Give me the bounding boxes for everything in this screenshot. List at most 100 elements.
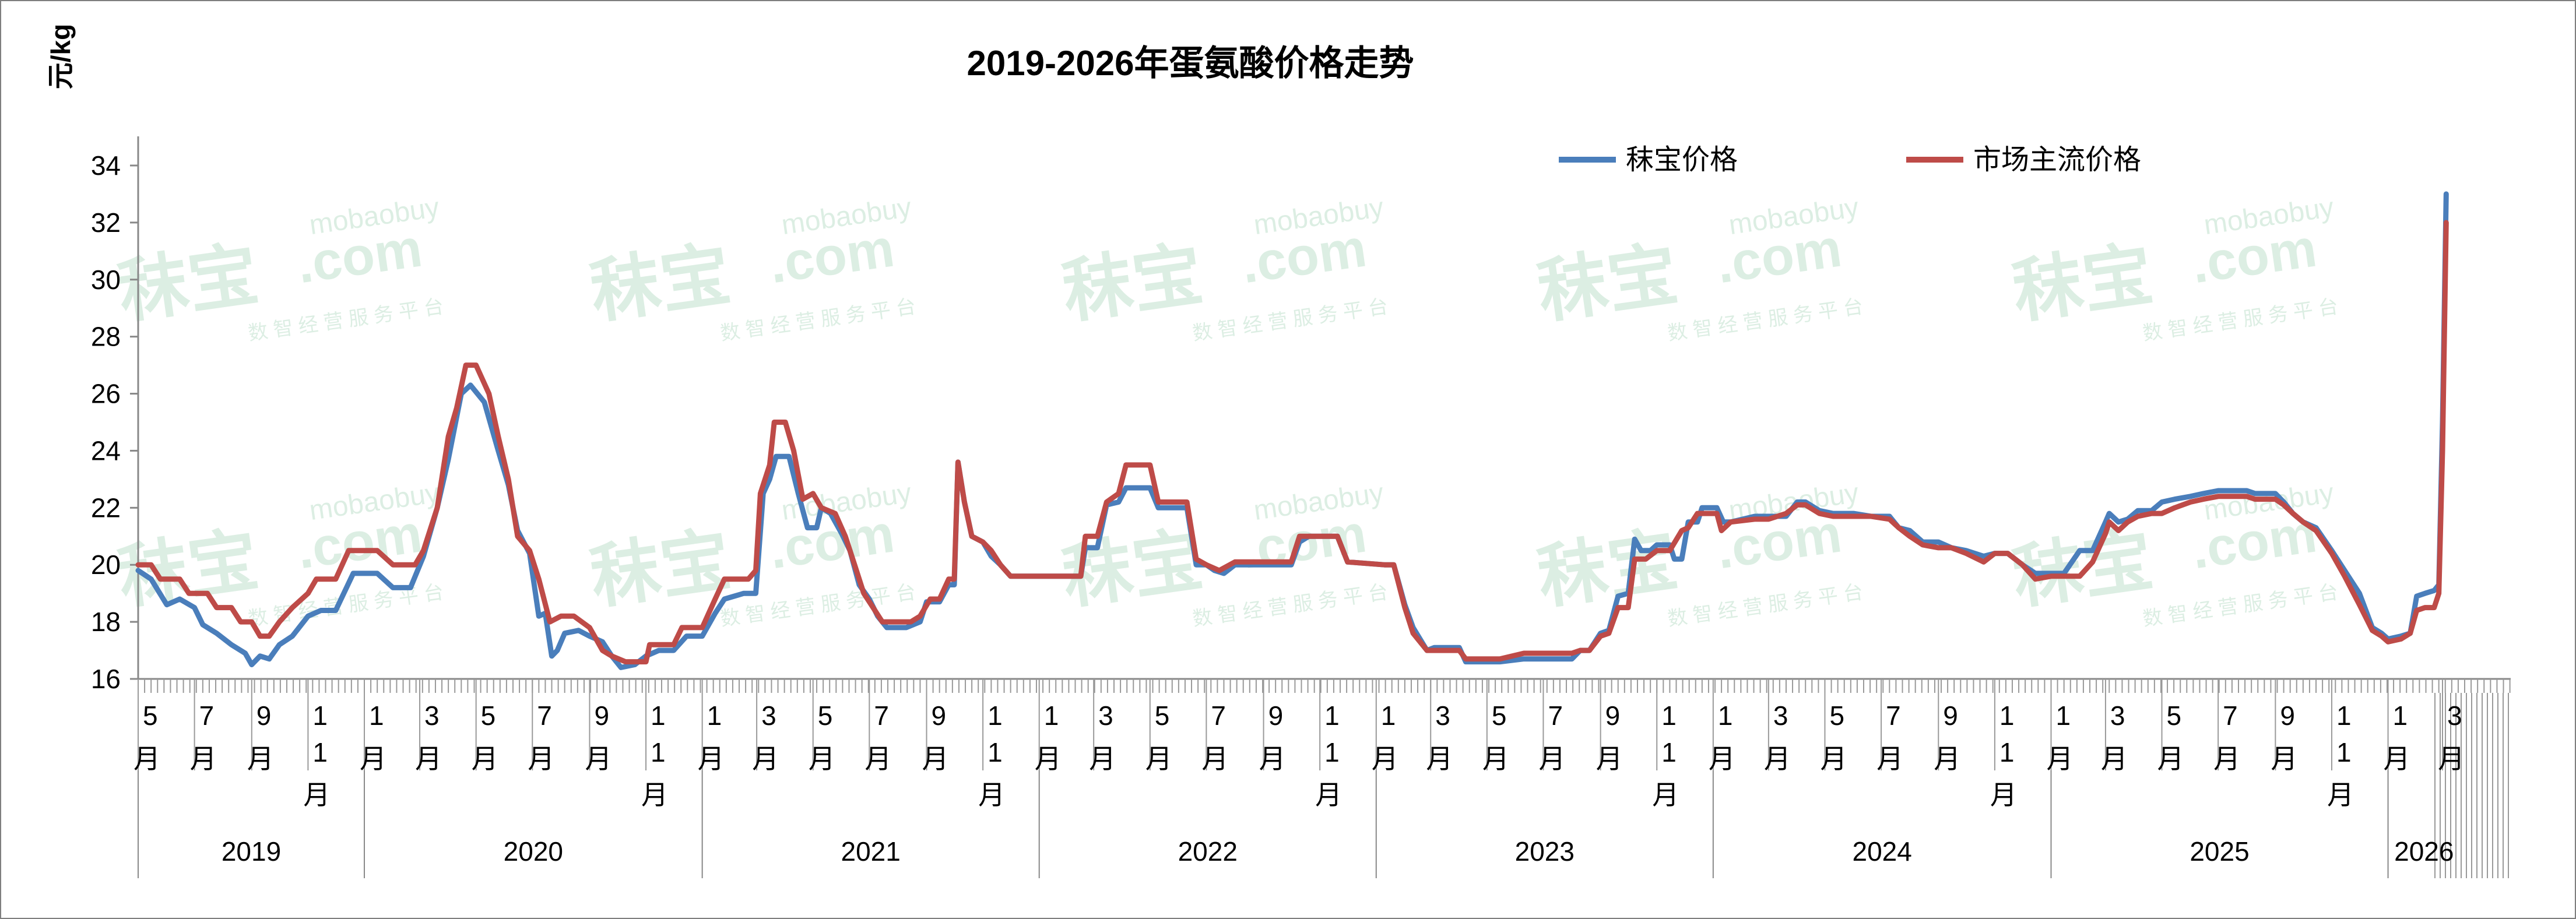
month-tick-label: 7 <box>874 700 889 731</box>
month-char: 月 <box>1426 744 1453 774</box>
month-tick-label: 1 <box>2055 700 2071 731</box>
month-tick-label: 1 <box>1381 700 1396 731</box>
legend-item: 市场主流价格 <box>1906 145 2141 175</box>
month-tick-label: 7 <box>1211 700 1226 731</box>
month-tick-label: 3 <box>424 700 440 731</box>
month-char: 月 <box>472 744 498 774</box>
month-char: 月 <box>641 780 668 810</box>
month-char: 月 <box>1876 744 1903 774</box>
month-char: 月 <box>2327 780 2354 810</box>
month-char: 月 <box>698 744 725 774</box>
y-tick-label: 18 <box>91 607 121 637</box>
month-tick-label: 5 <box>1492 700 1507 731</box>
month-tick-label: 7 <box>537 700 552 731</box>
series-line-mobao <box>135 191 2449 670</box>
y-tick-label: 26 <box>91 379 121 409</box>
month-tick-label: 7 <box>2223 700 2238 731</box>
month-char: 月 <box>360 744 386 774</box>
series-line-market <box>135 220 2449 665</box>
month-tick-label: 1 <box>1324 737 1340 767</box>
month-tick-label: 1 <box>1661 700 1677 731</box>
month-tick-label: 5 <box>1155 700 1170 731</box>
month-tick-label: 1 <box>987 737 1003 767</box>
year-label: 2026 <box>2394 836 2454 867</box>
y-tick-label: 30 <box>91 265 121 295</box>
month-char: 月 <box>528 744 554 774</box>
month-char: 月 <box>2046 744 2073 774</box>
year-label: 2022 <box>1178 836 1238 867</box>
watermark-slogan: 数 智 经 营 服 务 平 台 <box>247 295 445 345</box>
month-tick-label: 5 <box>143 700 158 731</box>
month-char: 月 <box>585 744 612 774</box>
month-char: 月 <box>2101 744 2128 774</box>
month-char: 月 <box>2213 744 2240 774</box>
y-axis: 16 18 20 22 24 26 28 30 32 34 <box>91 136 139 694</box>
month-char: 月 <box>1538 744 1565 774</box>
month-tick-label: 9 <box>1268 700 1284 731</box>
watermark-slogan: 数 智 经 营 服 务 平 台 <box>1666 581 1864 631</box>
legend-label: 市场主流价格 <box>1973 145 2141 175</box>
y-tick-label: 28 <box>91 322 121 352</box>
month-tick-label: 3 <box>1098 700 1113 731</box>
watermark-slogan: 数 智 经 营 服 务 平 台 <box>1191 581 1389 631</box>
year-label: 2023 <box>1515 836 1575 867</box>
month-char: 月 <box>247 744 274 774</box>
watermark-brand: 秣宝 <box>1058 235 1207 332</box>
watermark-slogan: 数 智 经 营 服 务 平 台 <box>2141 581 2339 631</box>
month-char: 月 <box>303 780 330 810</box>
legend: 秣宝价格 市场主流价格 <box>1559 145 2141 175</box>
month-char: 月 <box>2157 744 2184 774</box>
month-tick-label: 3 <box>2110 700 2125 731</box>
month-char: 月 <box>809 744 835 774</box>
chart-title: 2019-2026年蛋氨酸价格走势 <box>967 44 1414 83</box>
month-tick-label: 5 <box>481 700 496 731</box>
month-tick-label: 9 <box>2280 700 2295 731</box>
month-tick-label: 3 <box>1773 700 1788 731</box>
month-tick-label: 1 <box>1718 700 1733 731</box>
x-axis: 5月7月9月11月1月3月5月7月9月11月1月3月5月7月9月11月1月3月5… <box>133 678 2511 878</box>
month-char: 月 <box>1934 744 1960 774</box>
year-label: 2019 <box>222 836 281 867</box>
month-tick-label: 1 <box>369 700 384 731</box>
month-tick-label: 1 <box>312 700 328 731</box>
month-char: 月 <box>1372 744 1398 774</box>
year-label: 2020 <box>504 836 563 867</box>
year-label: 2025 <box>2190 836 2249 867</box>
month-char: 月 <box>190 744 217 774</box>
month-char: 月 <box>1596 744 1623 774</box>
month-tick-label: 1 <box>651 700 666 731</box>
y-tick-label: 20 <box>91 550 121 580</box>
year-label: 2021 <box>841 836 901 867</box>
month-tick-label: 1 <box>1044 700 1059 731</box>
month-tick-label: 1 <box>1999 737 2015 767</box>
month-tick-label: 3 <box>761 700 776 731</box>
month-tick-label: 7 <box>1548 700 1563 731</box>
month-tick-label: 1 <box>1324 700 1340 731</box>
month-char: 月 <box>1482 744 1509 774</box>
watermark-brand: 秣宝 <box>586 235 735 332</box>
month-tick-label: 1 <box>987 700 1003 731</box>
month-tick-label: 9 <box>1943 700 1958 731</box>
month-char: 月 <box>1089 744 1116 774</box>
month-char: 月 <box>752 744 779 774</box>
month-char: 月 <box>1201 744 1228 774</box>
year-label: 2024 <box>1853 836 1912 867</box>
month-tick-label: 1 <box>2336 700 2352 731</box>
legend-item: 秣宝价格 <box>1559 145 1738 175</box>
y-tick-label: 16 <box>91 664 121 694</box>
month-char: 月 <box>1259 744 1286 774</box>
month-char: 月 <box>978 780 1005 810</box>
month-tick-label: 1 <box>1999 700 2015 731</box>
month-tick-label: 1 <box>2393 700 2408 731</box>
watermark-brand: 秣宝 <box>114 235 263 332</box>
watermark-brand: 秣宝 <box>2008 235 2157 332</box>
month-tick-label: 5 <box>818 700 833 731</box>
month-tick-label: 9 <box>256 700 272 731</box>
y-axis-label: 元/kg <box>45 24 76 89</box>
